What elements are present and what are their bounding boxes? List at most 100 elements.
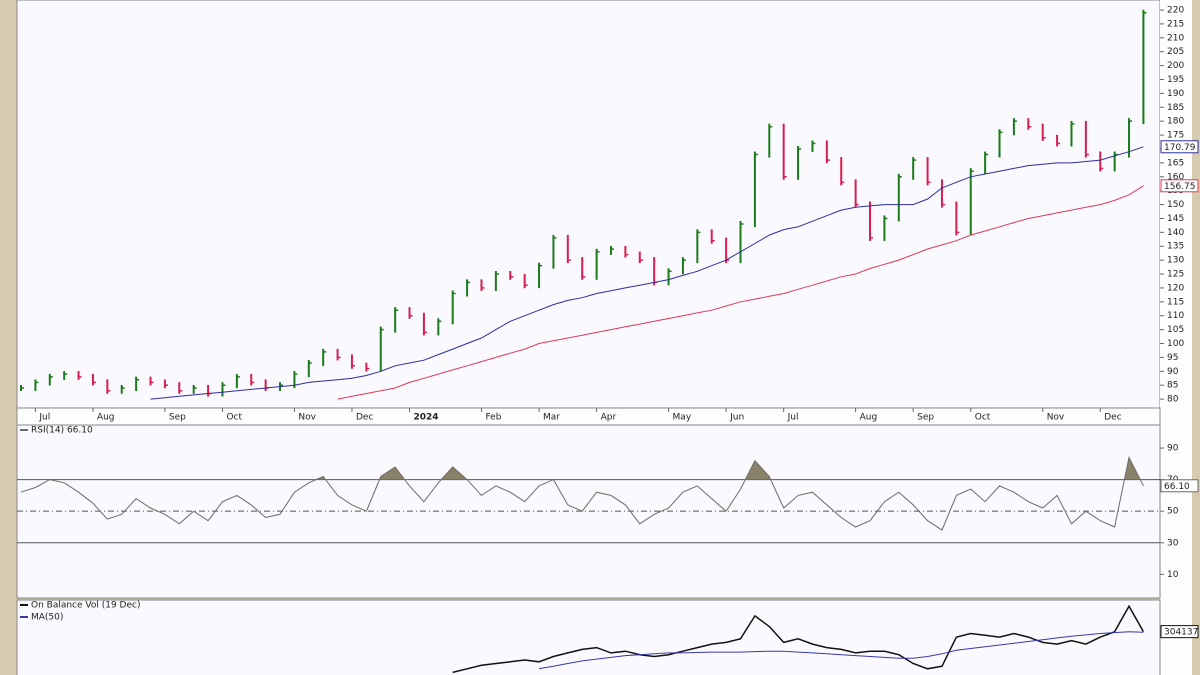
y-tick-label: 210 [1167,33,1184,43]
price-bar [811,140,814,152]
price-bar [63,371,66,380]
x-tick-label: Aug [97,413,115,423]
x-tick-label: Sep [917,413,934,423]
series-line [20,456,1144,531]
y-tick-label: 115 [1167,297,1184,307]
price-bar [725,237,728,264]
value-box [1160,179,1199,193]
price-panel [16,0,1161,409]
x-tick-label: Jul [38,413,50,423]
y-tick-label: 90 [1167,444,1179,454]
y-tick-label: 215 [1167,19,1184,29]
price-bar [350,354,353,369]
y-tick-label: 205 [1167,47,1184,57]
value-label: 66.10 [1164,482,1190,492]
y-tick-label: 175 [1167,131,1184,141]
price-bar [1084,120,1087,158]
y-tick-label: 80 [1167,395,1179,405]
y-tick-label: 160 [1167,172,1184,182]
price-bar [48,373,51,386]
x-tick-label: Nov [298,413,316,423]
price-bar [797,145,800,180]
price-bar [940,179,943,208]
y-tick-label: 140 [1167,228,1184,238]
x-tick-label: Dec [356,413,373,423]
price-bar [1142,9,1145,125]
series-line [337,185,1144,400]
price-bar [969,168,972,236]
price-bar [207,384,210,397]
x-tick-label: Nov [1047,413,1065,423]
price-bar [264,379,267,391]
price-bar [451,290,454,325]
price-bar [768,123,771,158]
x-tick-label: Apr [601,413,617,423]
price-bar [984,151,987,175]
price-bar [135,376,138,391]
price-bar [869,201,872,241]
value-label: 170.79 [1164,143,1196,153]
price-bar [538,262,541,289]
x-tick-label: Oct [226,413,242,423]
y-tick-label: 100 [1167,339,1184,349]
y-tick-label: 130 [1167,256,1184,266]
value-label: 156.75 [1164,182,1196,192]
price-bar [897,173,900,222]
price-bar [1041,123,1044,141]
price-bar [667,268,670,286]
price-bar [581,257,584,280]
price-bar [293,371,296,389]
price-bar [1128,118,1131,158]
value-box [1160,479,1199,493]
x-tick-label: 2024 [414,413,439,423]
price-bar [178,382,181,394]
price-bar [437,318,440,336]
x-tick-label: Mar [543,413,560,423]
x-tick-label: Feb [485,413,501,423]
price-bar [1099,151,1102,172]
price-bar [638,251,641,264]
price-bar [336,348,339,361]
price-bar [163,379,166,389]
price-bar [365,362,368,372]
price-bar [523,273,526,289]
y-tick-label: 90 [1167,367,1179,377]
price-bar [120,384,123,394]
price-bar [422,312,425,336]
y-tick-label: 185 [1167,103,1184,113]
price-bar [782,123,785,180]
price-bar [926,157,929,186]
y-tick-label: 180 [1167,117,1184,127]
price-bar [307,359,310,378]
x-tick-label: Dec [1104,413,1121,423]
series-line [452,604,1145,674]
price-bar [912,157,915,180]
series-line [150,146,1144,400]
price-bar [840,157,843,186]
price-bar [552,234,555,269]
y-tick-label: 30 [1167,538,1179,548]
x-tick-label: Sep [169,413,186,423]
price-bar [509,271,512,280]
y-tick-label: 10 [1167,570,1179,580]
y-tick-label: 85 [1167,381,1178,391]
price-bar [106,379,109,394]
series-line [538,631,1144,670]
price-bar [322,348,325,366]
y-tick-label: 110 [1167,311,1184,321]
x-tick-label: Aug [860,413,878,423]
y-tick-label: 120 [1167,283,1184,293]
y-tick-label: 165 [1167,158,1184,168]
price-bar [1027,118,1030,130]
price-bar [379,326,382,372]
price-bar [91,373,94,386]
y-tick-label: 125 [1167,270,1184,280]
price-bar [250,373,253,386]
price-bar [653,257,656,286]
value-box [1160,140,1199,154]
legend-label: RSI(14) 66.10 [31,426,93,436]
y-tick-label: 190 [1167,89,1184,99]
price-bar [408,307,411,319]
